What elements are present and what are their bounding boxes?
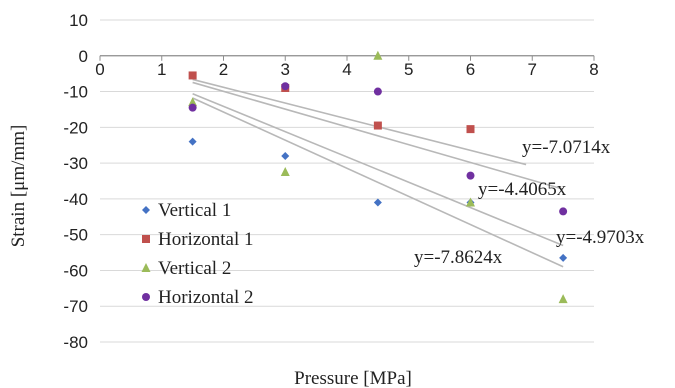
y-tick-label: -40 bbox=[63, 190, 88, 209]
x-tick-label: 5 bbox=[404, 60, 413, 79]
x-tick-label: 7 bbox=[528, 60, 537, 79]
legend-item: Vertical 1 bbox=[142, 200, 231, 221]
trendline-equation: y=-7.0714x bbox=[522, 137, 611, 158]
trendline bbox=[192, 97, 564, 268]
data-points bbox=[188, 50, 568, 304]
y-tick-label: -80 bbox=[63, 333, 88, 352]
trendline-equations: y=-7.0714x y=-4.4065x y=-4.9703x y=-7.8624x bbox=[414, 137, 645, 268]
y-tick-label: 0 bbox=[79, 47, 88, 66]
data-point bbox=[188, 71, 197, 80]
data-point bbox=[373, 198, 382, 207]
y-tick-label: -50 bbox=[63, 226, 88, 245]
y-tick-labels: 10 0 -10 -20 -30 -40 -50 -60 -70 -80 bbox=[63, 11, 88, 352]
x-tick-label: 3 bbox=[281, 60, 290, 79]
trendline bbox=[192, 81, 564, 190]
data-point bbox=[466, 171, 475, 180]
x-axis-title: Pressure [MPa] bbox=[294, 368, 412, 388]
data-point bbox=[559, 207, 568, 216]
x-tick-label: 2 bbox=[219, 60, 228, 79]
data-point bbox=[466, 197, 475, 207]
legend-label: Horizontal 2 bbox=[158, 287, 254, 308]
legend-marker bbox=[141, 263, 151, 272]
legend-item: Vertical 2 bbox=[141, 258, 231, 279]
x-tick-label: 1 bbox=[157, 60, 166, 79]
trendlines bbox=[192, 78, 564, 268]
x-tick-labels: 0 1 2 3 4 5 6 7 8 bbox=[95, 60, 598, 79]
legend-marker bbox=[142, 206, 150, 214]
data-point bbox=[466, 125, 475, 134]
data-point bbox=[281, 151, 290, 160]
legend-marker bbox=[142, 235, 150, 243]
trendline bbox=[192, 92, 564, 247]
x-tick-label: 0 bbox=[95, 60, 104, 79]
x-tick-label: 8 bbox=[589, 60, 598, 79]
data-point bbox=[188, 97, 198, 107]
x-tick-label: 4 bbox=[342, 60, 351, 79]
y-axis-title: Strain [μm/mm] bbox=[8, 125, 29, 248]
data-point bbox=[558, 294, 568, 304]
trendline-equation: y=-4.9703x bbox=[556, 227, 645, 248]
data-point bbox=[373, 87, 382, 96]
axes bbox=[99, 55, 595, 61]
data-point bbox=[373, 50, 383, 60]
data-point bbox=[373, 121, 382, 130]
y-tick-label: -70 bbox=[63, 297, 88, 316]
trendline bbox=[192, 78, 527, 166]
data-point bbox=[188, 103, 197, 112]
y-tick-label: -60 bbox=[63, 261, 88, 280]
legend-label: Vertical 1 bbox=[158, 200, 231, 221]
data-point bbox=[280, 167, 290, 177]
legend-item: Horizontal 2 bbox=[142, 287, 254, 308]
trendline-equation: y=-4.4065x bbox=[478, 179, 567, 200]
legend-marker bbox=[142, 293, 150, 301]
y-tick-label: -30 bbox=[63, 154, 88, 173]
y-tick-label: -10 bbox=[63, 83, 88, 102]
legend-label: Vertical 2 bbox=[158, 258, 231, 279]
legend-label: Horizontal 1 bbox=[158, 229, 254, 250]
trendline-equation: y=-7.8624x bbox=[414, 247, 503, 268]
y-tick-label: -20 bbox=[63, 118, 88, 137]
y-tick-label: 10 bbox=[69, 11, 88, 30]
legend: Vertical 1 Horizontal 1 Vertical 2 Horizont… bbox=[141, 200, 254, 308]
x-tick-label: 6 bbox=[466, 60, 475, 79]
data-point bbox=[281, 82, 290, 91]
data-point bbox=[188, 137, 197, 146]
data-point bbox=[559, 253, 568, 262]
legend-item: Horizontal 1 bbox=[142, 229, 254, 250]
gridlines bbox=[100, 19, 594, 343]
